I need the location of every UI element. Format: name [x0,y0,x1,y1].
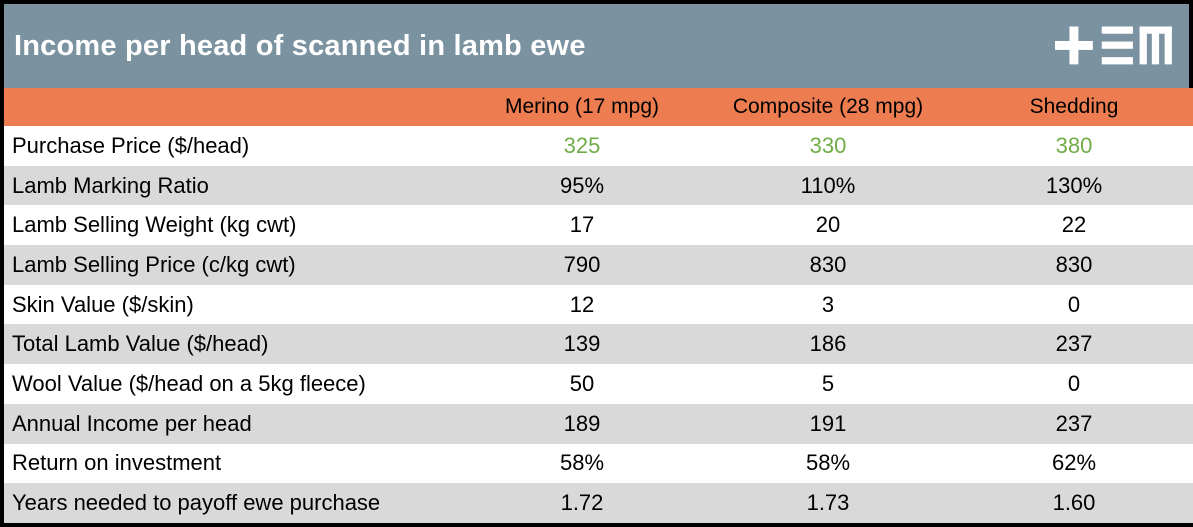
cell-value: 139 [563,331,601,357]
cell-value: 237 [1055,331,1093,357]
table-row: Wool Value ($/head on a 5kg fleece) 50 5… [4,364,1193,404]
cell-value: 5 [821,370,835,396]
cell-value: 186 [809,331,847,357]
table-row: Total Lamb Value ($/head) 139 186 237 [4,324,1193,365]
row-label: Lamb Selling Price (c/kg cwt) [12,251,296,277]
cell-value: 0 [1067,370,1081,396]
cell-value: 330 [809,132,847,158]
cell-value: 62% [1051,450,1097,476]
cell-value: 1.60 [1052,490,1096,516]
row-label: Lamb Selling Weight (kg cwt) [12,212,297,238]
cell-value: 191 [809,410,847,436]
cell-value: 3 [821,291,835,317]
cell-value: 58% [805,450,851,476]
cell-value: 58% [559,450,605,476]
cell-value: 1.73 [806,490,850,516]
row-label: Years needed to payoff ewe purchase [12,490,381,516]
cell-value: 12 [569,291,595,317]
column-header-row: Merino (17 mpg) Composite (28 mpg) Shedd… [4,88,1193,126]
table-row: Skin Value ($/skin) 12 3 0 [4,284,1193,325]
table-row: Lamb Selling Price (c/kg cwt) 790 830 83… [4,245,1193,285]
row-label: Wool Value ($/head on a 5kg fleece) [12,370,366,396]
cell-value: 237 [1055,410,1093,436]
cell-value: 0 [1067,291,1081,317]
cell-value: 325 [563,132,601,158]
title-bar: Income per head of scanned in lamb ewe [4,4,1189,88]
cell-value: 17 [569,212,595,238]
row-label: Skin Value ($/skin) [12,291,194,317]
table-row: Years needed to payoff ewe purchase 1.72… [4,483,1193,523]
cell-value: 22 [1061,212,1087,238]
cell-value: 50 [569,370,595,396]
table-row: Return on investment 58% 58% 62% [4,443,1193,484]
cell-value: 130% [1045,172,1103,198]
row-label: Annual Income per head [12,410,252,436]
table-container: Merino (17 mpg) Composite (28 mpg) Shedd… [4,88,1193,523]
cell-value: 380 [1055,132,1093,158]
page-title: Income per head of scanned in lamb ewe [14,29,586,62]
table-row: Lamb Selling Weight (kg cwt) 17 20 22 [4,205,1193,246]
column-header-composite: Composite (28 mpg) [705,88,951,126]
cell-value: 830 [809,251,847,277]
column-header-shedding: Shedding [951,88,1193,126]
cell-value: 830 [1055,251,1093,277]
cell-value: 189 [563,410,601,436]
row-label: Purchase Price ($/head) [12,132,250,158]
cell-value: 1.72 [560,490,604,516]
cell-value: 20 [815,212,841,238]
row-label: Return on investment [12,450,222,476]
income-table: Merino (17 mpg) Composite (28 mpg) Shedd… [4,88,1193,523]
cell-value: 790 [563,251,601,277]
cell-value: 110% [800,172,856,198]
row-label: Lamb Marking Ratio [12,172,209,198]
cell-value: 95% [559,172,605,198]
tem-logo-icon [1055,23,1173,69]
table-row: Annual Income per head 189 191 237 [4,403,1193,444]
row-label: Total Lamb Value ($/head) [12,331,269,357]
table-row: Purchase Price ($/head) 325 330 380 [4,126,1193,166]
table-row: Lamb Marking Ratio 95% 110% 130% [4,165,1193,206]
corner-cell [4,88,459,126]
column-header-merino: Merino (17 mpg) [459,88,705,126]
